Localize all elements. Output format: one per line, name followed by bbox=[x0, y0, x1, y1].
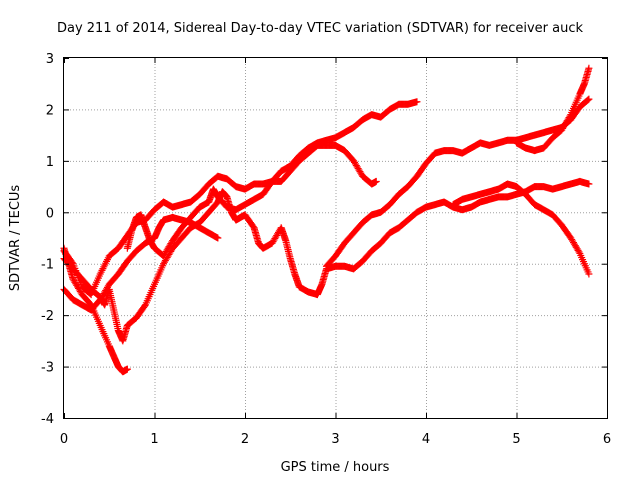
series-arc-3 bbox=[60, 244, 131, 376]
data-point-marker bbox=[575, 248, 583, 256]
series-arc-1 bbox=[60, 141, 380, 299]
data-series-group bbox=[60, 64, 593, 376]
x-tick-label: 3 bbox=[331, 432, 339, 447]
series-arc-4 bbox=[60, 177, 593, 345]
data-point-marker bbox=[585, 180, 593, 188]
y-tick-label: -1 bbox=[41, 258, 54, 273]
x-tick-label: 6 bbox=[603, 432, 611, 447]
data-point-marker bbox=[585, 64, 593, 72]
x-axis-label: GPS time / hours bbox=[281, 460, 390, 475]
y-tick-label: -4 bbox=[41, 412, 54, 427]
y-tick-label: -3 bbox=[41, 361, 54, 376]
y-tick-label: 3 bbox=[46, 52, 54, 67]
y-axis-label: SDTVAR / TECUs bbox=[8, 185, 23, 292]
data-point-marker bbox=[585, 270, 593, 278]
series-arc-5 bbox=[123, 98, 421, 260]
grid bbox=[64, 58, 607, 418]
plot-frame bbox=[63, 57, 608, 419]
series-arc-8 bbox=[513, 64, 593, 155]
x-tick-label: 5 bbox=[512, 432, 520, 447]
y-tick-label: -2 bbox=[41, 309, 54, 324]
y-tick-label: 1 bbox=[46, 155, 54, 170]
data-point-marker bbox=[585, 95, 593, 103]
x-tick-label: 2 bbox=[241, 432, 249, 447]
y-tick-label: 0 bbox=[46, 206, 54, 221]
x-tick-label: 0 bbox=[60, 432, 68, 447]
data-point-marker bbox=[584, 96, 592, 104]
x-tick-label: 4 bbox=[422, 432, 430, 447]
data-point-marker bbox=[123, 365, 131, 373]
data-point-marker bbox=[214, 234, 222, 242]
chart-title: Day 211 of 2014, Sidereal Day-to-day VTE… bbox=[57, 21, 583, 36]
series-arc-7 bbox=[449, 180, 593, 278]
data-point-marker bbox=[372, 177, 380, 185]
data-point-marker bbox=[566, 112, 574, 120]
y-tick-label: 2 bbox=[46, 103, 54, 118]
data-point-marker bbox=[413, 98, 421, 106]
axes: 0 1 2 3 4 5 6 -4 -3 -2 -1 0 1 2 3 bbox=[41, 52, 611, 447]
x-tick-label: 1 bbox=[150, 432, 158, 447]
